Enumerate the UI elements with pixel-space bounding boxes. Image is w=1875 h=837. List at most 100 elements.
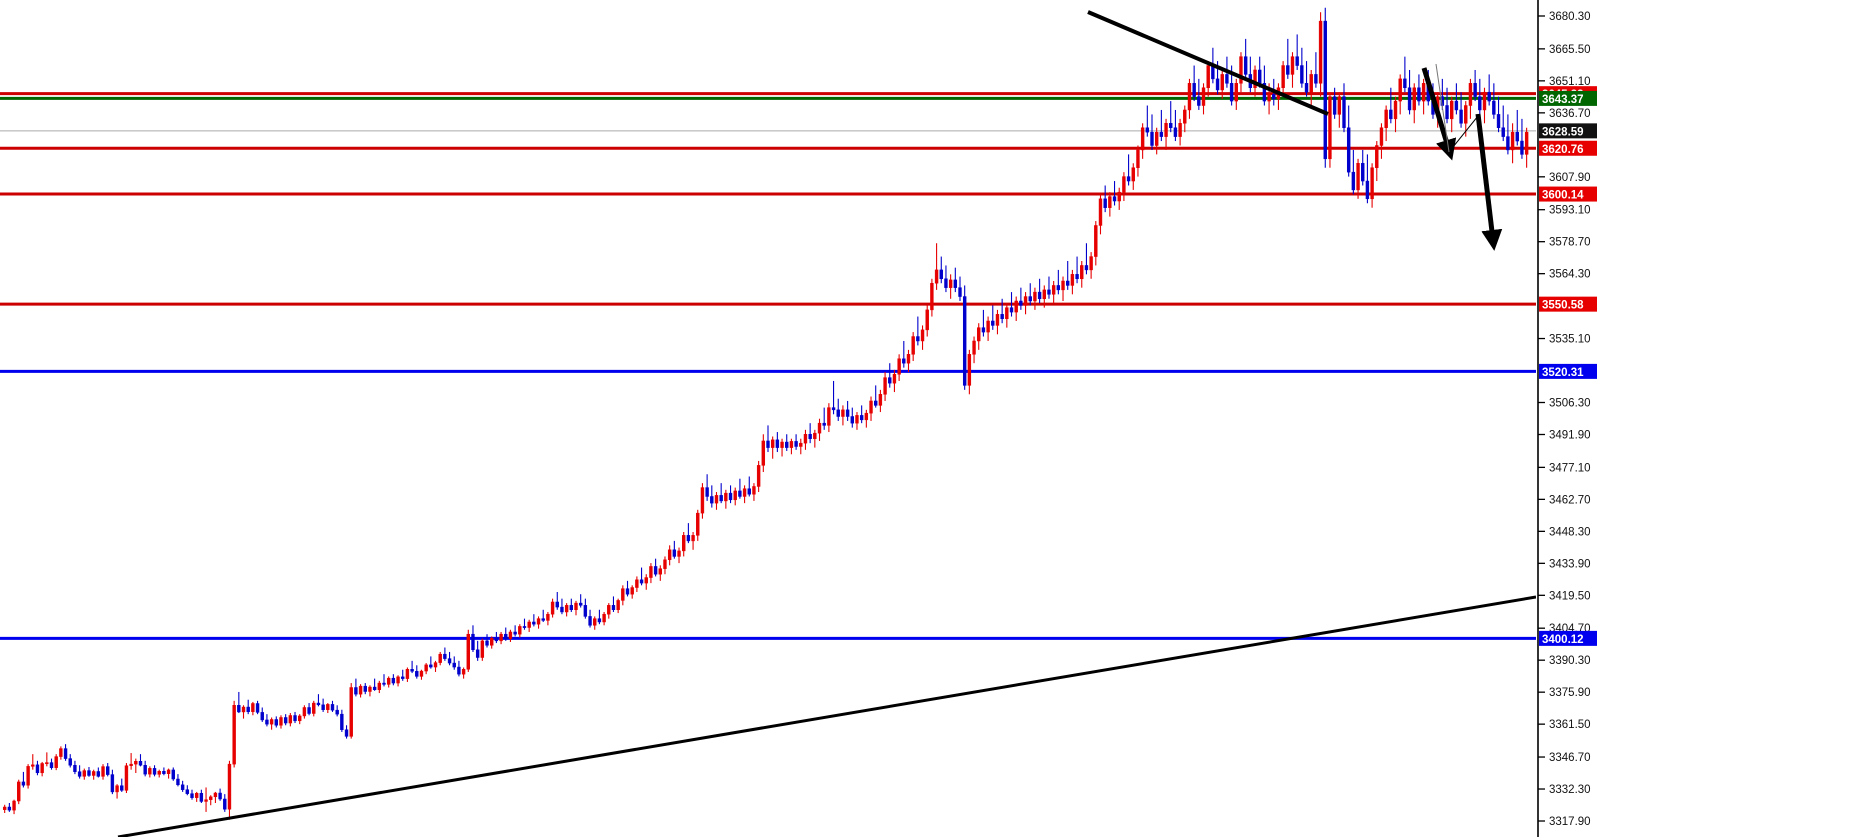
candle — [1009, 292, 1014, 317]
descending-resistance-trendline[interactable] — [1087, 10, 1329, 116]
price-tag-background[interactable] — [1539, 123, 1597, 139]
price-tag-last[interactable]: 3628.59 — [1539, 123, 1597, 139]
candle-body — [246, 706, 250, 712]
candle — [700, 483, 705, 519]
candlestick-plot-area[interactable] — [0, 0, 1536, 837]
candle-body — [1421, 83, 1426, 102]
candle-body — [21, 781, 26, 786]
candle — [1112, 181, 1117, 206]
candle-body — [213, 792, 218, 798]
candle-body — [354, 687, 358, 695]
price-tag-resistance[interactable]: 3620.76 — [1539, 140, 1597, 156]
candle-body — [330, 704, 335, 711]
candle-body — [1089, 256, 1093, 271]
candle-body — [1417, 87, 1421, 102]
candle-body — [850, 416, 854, 424]
candle — [227, 760, 232, 820]
candle-body — [625, 588, 630, 595]
candle-body — [920, 329, 925, 342]
projection-arrow-first-leg[interactable] — [1421, 67, 1457, 161]
price-axis-panel[interactable]: 3680.30 3665.50 3651.10 3636.70 3607.90 3593.… — [1536, 0, 1875, 837]
candle — [578, 594, 583, 608]
candle — [443, 647, 447, 661]
candle-body — [1169, 123, 1173, 128]
price-tag-resistance[interactable]: 3600.14 — [1539, 186, 1597, 202]
candle-body — [68, 758, 72, 766]
candle-body — [1506, 136, 1510, 151]
candle — [1023, 292, 1028, 315]
candle-body — [1267, 94, 1271, 102]
candle — [1510, 123, 1515, 164]
projection-retrace-leg[interactable] — [1448, 115, 1479, 153]
axis-price-tags[interactable]: 3645.333643.373628.593620.763600.143550.… — [1539, 86, 1597, 646]
candle — [878, 389, 883, 413]
candle — [26, 764, 30, 789]
candle-body — [307, 707, 311, 714]
candle — [1342, 83, 1346, 133]
candle-body — [96, 771, 101, 777]
candle — [504, 627, 508, 641]
candle — [68, 754, 72, 768]
candle-body — [494, 637, 499, 642]
candle — [269, 717, 274, 730]
candle-body — [194, 792, 199, 798]
price-tag-resistance[interactable]: 3550.58 — [1539, 296, 1597, 312]
candle — [799, 438, 803, 455]
projection-guide-thin[interactable] — [1435, 63, 1450, 153]
price-tag-background[interactable] — [1539, 363, 1597, 379]
candle-body — [1122, 176, 1126, 193]
rising-support-trendline[interactable] — [117, 595, 1536, 837]
price-tag-background[interactable] — [1539, 296, 1597, 312]
candle-body — [279, 717, 283, 726]
candle-body — [1361, 163, 1365, 182]
candle — [593, 616, 597, 630]
candle — [326, 703, 330, 714]
candle-body — [7, 806, 12, 811]
candle — [808, 423, 812, 444]
candle — [138, 754, 143, 767]
candle-body — [372, 686, 377, 690]
candle — [157, 769, 161, 778]
price-tag-background[interactable] — [1539, 140, 1597, 156]
candle — [401, 669, 405, 681]
price-tag-green[interactable]: 3643.37 — [1539, 90, 1597, 106]
chart-canvas[interactable] — [0, 0, 1536, 837]
candle-body — [419, 670, 424, 677]
candle-body — [485, 640, 489, 646]
candle-body — [251, 703, 255, 712]
candle-body — [1206, 65, 1210, 88]
candle — [1459, 92, 1463, 128]
price-tag-background[interactable] — [1539, 90, 1597, 106]
projection-arrow-second-leg[interactable] — [1475, 113, 1503, 251]
candle-body — [522, 626, 527, 628]
candle-body — [326, 704, 330, 710]
candle — [452, 656, 456, 670]
candle-body — [859, 415, 864, 421]
candle-body — [1112, 196, 1117, 202]
candle-body — [438, 653, 442, 663]
candle — [906, 349, 911, 373]
candle — [1454, 83, 1459, 115]
candle — [176, 774, 180, 787]
candle-body — [475, 649, 480, 658]
candle — [1384, 105, 1388, 142]
candle — [733, 487, 737, 506]
candle — [190, 789, 194, 800]
candle-body — [1009, 307, 1014, 313]
candle-body — [1080, 265, 1084, 280]
candle-body — [1033, 291, 1037, 302]
price-tag-background[interactable] — [1539, 186, 1597, 202]
price-tag-support[interactable]: 3400.12 — [1539, 630, 1597, 646]
candle — [1300, 47, 1304, 88]
candle — [766, 425, 770, 453]
candle — [349, 683, 353, 739]
price-tag-background[interactable] — [1539, 630, 1597, 646]
price-tag-support[interactable]: 3520.31 — [1539, 363, 1597, 379]
candle-body — [1403, 78, 1407, 88]
candle — [1103, 185, 1107, 213]
drawing-tools-layer[interactable] — [117, 10, 1536, 837]
price-axis-canvas[interactable]: 3680.30 3665.50 3651.10 3636.70 3607.90 3593.… — [1536, 0, 1875, 837]
candle — [433, 660, 438, 672]
candle — [471, 625, 475, 652]
candle-body — [321, 704, 325, 710]
